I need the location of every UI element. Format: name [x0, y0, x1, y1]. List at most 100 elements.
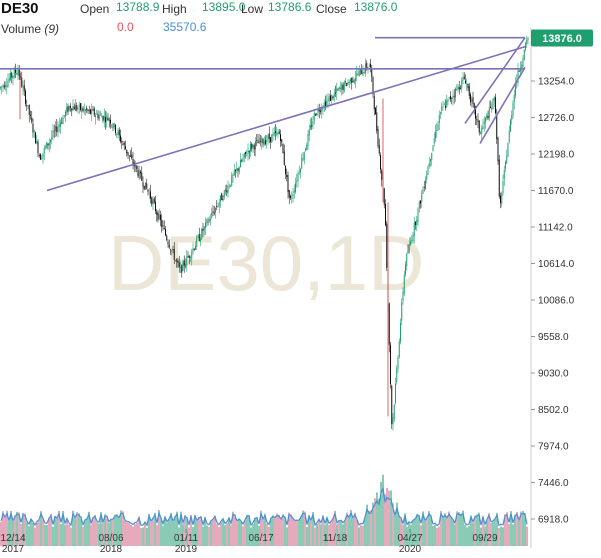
volume-bar	[294, 521, 296, 546]
candle-body	[282, 143, 284, 153]
trendline	[46, 45, 526, 192]
candle-body	[32, 123, 34, 133]
candle-body	[267, 135, 269, 141]
candle-body	[477, 120, 479, 122]
volume-bar	[64, 525, 66, 546]
volume-bar	[120, 510, 122, 546]
candle-body	[465, 80, 466, 84]
volume-bar	[512, 524, 514, 546]
volume-bar	[24, 513, 26, 546]
volume-bar	[62, 510, 64, 546]
candle-body	[258, 138, 260, 144]
candle-body	[302, 158, 304, 160]
volume-bar	[36, 522, 38, 546]
candle-body	[331, 94, 333, 100]
candle-body	[80, 103, 81, 110]
volume-bar	[524, 512, 526, 546]
candle-body	[173, 249, 175, 260]
candle-body	[470, 94, 471, 103]
candlestick-series[interactable]	[0, 35, 529, 431]
trendlines[interactable]	[0, 36, 526, 192]
candle-body	[428, 163, 430, 167]
candle-body	[47, 143, 49, 146]
candle-body	[426, 173, 428, 180]
volume-period: (9)	[44, 22, 60, 36]
candle-body	[26, 104, 28, 106]
candle-body	[490, 106, 491, 108]
symbol-name[interactable]: DE30	[1, 0, 39, 17]
volume-bar	[82, 526, 84, 546]
candle-body	[215, 207, 216, 213]
candle-body	[400, 322, 401, 342]
candle-body	[220, 195, 221, 202]
volume-bar	[32, 522, 34, 546]
candle-body	[110, 119, 111, 124]
price-axis[interactable]: 13254.0 12726.0 12198.0 11670.0 11142.0 10614…	[531, 77, 575, 526]
candle-body	[227, 185, 229, 194]
volume-bar	[114, 514, 116, 546]
volume-bar	[130, 524, 132, 546]
candle-body	[506, 155, 508, 164]
volume-bar	[352, 516, 354, 546]
candle-body	[422, 189, 424, 194]
candle-body	[20, 76, 21, 78]
candle-body	[138, 170, 140, 179]
trendline	[479, 67, 526, 144]
candle-body	[432, 145, 434, 152]
volume-bar	[476, 514, 478, 546]
volume-label: Volume (9)	[1, 22, 59, 36]
volume-bar	[66, 518, 68, 546]
volume-bar	[194, 514, 196, 546]
candle-body	[462, 78, 464, 81]
volume-bar	[454, 524, 456, 546]
candle-body	[241, 160, 243, 162]
volume-bar	[338, 521, 340, 546]
candle-body	[207, 221, 209, 224]
candle-body	[83, 109, 85, 111]
candle-body	[270, 137, 271, 142]
price-tick-label: 9558.0	[538, 332, 569, 343]
candle-body	[210, 218, 211, 221]
volume-bar	[50, 514, 52, 546]
volume-bar	[392, 503, 394, 546]
volume-bar	[384, 494, 386, 546]
candle-body	[376, 112, 378, 131]
candle-body	[466, 84, 468, 85]
volume-bar	[368, 510, 370, 546]
candle-body	[123, 142, 125, 145]
volume-bar	[146, 527, 148, 546]
candle-body	[197, 236, 199, 237]
candle-body	[275, 131, 276, 134]
volume-bar	[22, 512, 24, 546]
candle-body	[38, 155, 40, 156]
volume-bar	[74, 516, 76, 546]
volume-bar	[366, 504, 368, 546]
volume-bar	[272, 515, 274, 546]
volume-bar	[6, 510, 8, 546]
volume-bar	[426, 517, 428, 546]
candle-body	[450, 96, 451, 100]
candle-body	[236, 168, 238, 171]
candle-body	[472, 97, 474, 104]
volume-bar	[418, 514, 420, 546]
candle-body	[18, 68, 20, 77]
candle-body	[171, 250, 173, 252]
volume-bar	[284, 516, 286, 546]
candle-body	[278, 131, 280, 134]
volume-bar	[244, 520, 246, 546]
volume-bar	[88, 511, 90, 546]
volume-bar	[156, 524, 158, 546]
volume-bar	[204, 517, 206, 546]
candle-body	[147, 189, 149, 192]
candle-body	[317, 108, 319, 113]
candle-body	[203, 226, 205, 231]
candle-body	[68, 106, 70, 111]
volume-bar	[238, 518, 240, 546]
candle-body	[485, 117, 486, 122]
candle-body	[510, 120, 511, 132]
candle-body	[493, 97, 495, 101]
volume-bar	[266, 523, 268, 546]
volume-bar	[28, 526, 30, 546]
